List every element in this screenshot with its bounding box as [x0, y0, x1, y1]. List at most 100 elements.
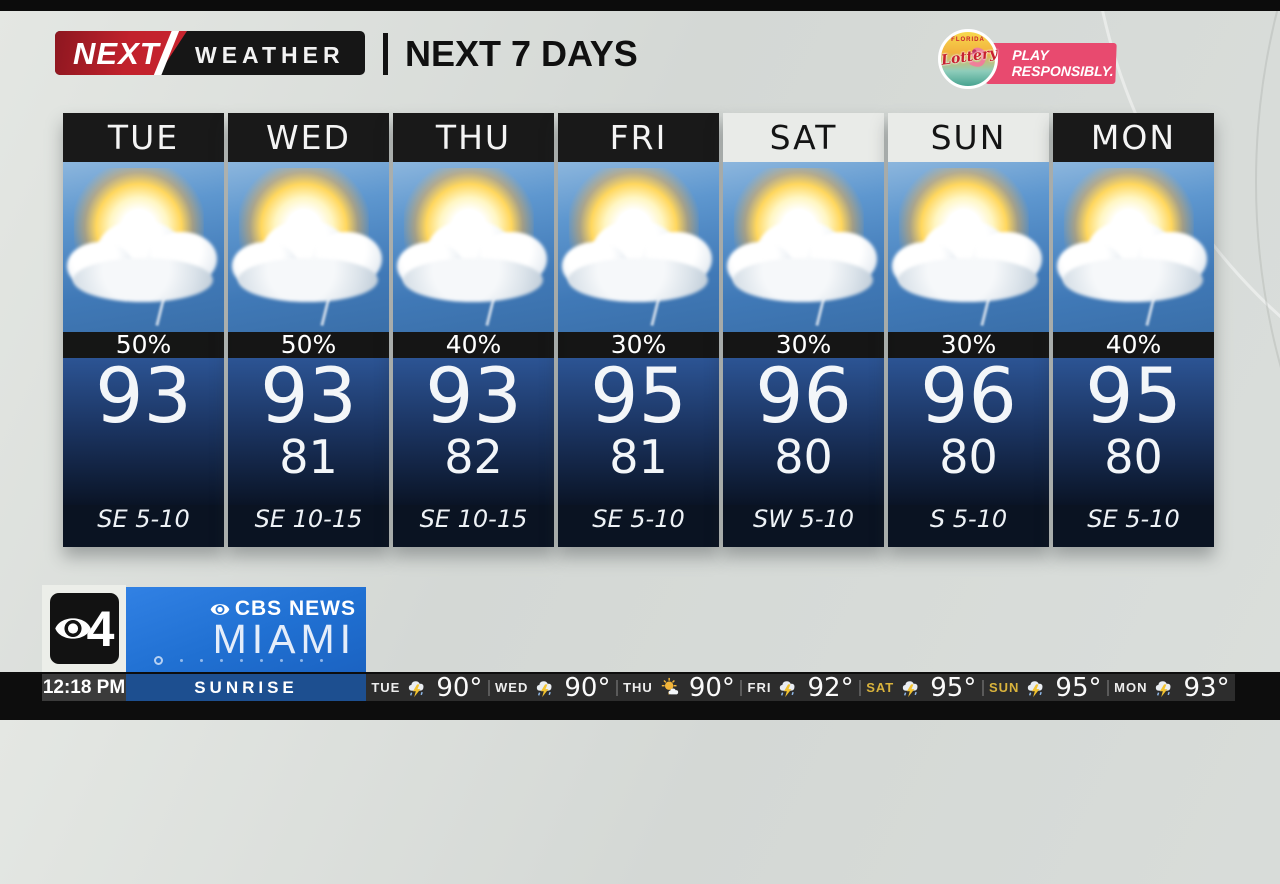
ticker-day-forecast: FRI 92°	[748, 675, 854, 701]
day-header: WED	[228, 113, 389, 163]
cbs-eye-icon	[54, 618, 91, 639]
forecast-column: TUE 50% 93 SE 5-10	[63, 113, 224, 547]
ticker-day-forecast: MON 93°	[1114, 675, 1229, 701]
dot-ring-icon	[154, 656, 163, 665]
ticker-day-forecast: SUN 95°	[989, 675, 1102, 701]
sun-behind-cloud-image	[393, 162, 554, 332]
ticker-separator	[858, 679, 861, 696]
precip-chance: 40%	[393, 330, 554, 359]
day-header: TUE	[63, 113, 224, 163]
forecast-column: SUN 30% 96 80 S 5-10	[888, 113, 1049, 547]
sun-behind-cloud-image	[558, 162, 719, 332]
sun-behind-cloud-image	[888, 162, 1049, 332]
cbs-eye-icon	[210, 603, 230, 615]
dots-decoration	[154, 656, 352, 665]
cloud-icon	[888, 162, 1049, 331]
segment-label: SUNRISE	[126, 674, 366, 701]
cloud-icon	[558, 162, 719, 331]
wind-forecast: SE 10-15	[228, 504, 389, 547]
storm-icon	[1153, 677, 1177, 699]
page-title: NEXT 7 DAYS	[405, 33, 638, 74]
high-temp: 93	[425, 350, 522, 440]
forecast-ticker: TUE 90° WED 90°	[366, 674, 1235, 701]
cloud-icon	[63, 162, 224, 331]
ticker-temp: 90°	[436, 672, 483, 703]
ticker-day-forecast: WED 90°	[495, 675, 610, 701]
ticker-temp: 90°	[688, 672, 735, 703]
ticker-day-label: SAT	[866, 680, 895, 695]
temperature-block: 93 81	[228, 350, 389, 505]
low-temp: 80	[1104, 429, 1163, 484]
wind-forecast: S 5-10	[888, 504, 1049, 547]
ticker-day-label: THU	[623, 680, 653, 695]
precip-chance: 40%	[1053, 330, 1214, 359]
sun-behind-cloud-image	[723, 162, 884, 332]
cbs4-logo: 4	[49, 593, 119, 664]
ticker-day-label: FRI	[747, 680, 772, 695]
forecast-column: FRI 30% 95 81 SE 5-10	[558, 113, 719, 547]
temperature-block: 95 80	[1053, 350, 1214, 505]
day-header: THU	[393, 113, 554, 163]
seven-day-forecast-panel: TUE 50% 93 SE 5-10 WED 50%	[63, 113, 1214, 547]
day-header: FRI	[558, 113, 719, 163]
ticker-separator	[487, 679, 490, 696]
cbs-news-row: CBS NEWS	[126, 597, 356, 621]
cloud-icon	[1053, 162, 1214, 331]
flamingo-icon	[969, 47, 987, 67]
day-header: SUN	[888, 113, 1049, 163]
temperature-block: 93 82	[393, 350, 554, 505]
florida-label: FLORIDA	[951, 37, 985, 43]
logo-next-text: NEXT	[73, 36, 160, 71]
cbs-news-miami-panel: CBS NEWS MIAMI	[126, 587, 366, 672]
cbs-news-label: CBS NEWS	[234, 597, 356, 620]
florida-lottery-logo: FLORIDA	[938, 29, 998, 89]
clock: 12:18 PM	[42, 674, 126, 701]
forecast-column: MON 40% 95 80 SE 5-10	[1053, 113, 1214, 547]
storm-icon	[534, 677, 558, 699]
cloud-icon	[393, 162, 554, 331]
high-temp: 93	[260, 350, 357, 440]
next-weather-logo: NEXT WEATHER	[55, 31, 365, 75]
precip-chance: 30%	[888, 330, 1049, 359]
play-label: PLAY	[1012, 47, 1049, 64]
ticker-temp: 90°	[564, 672, 611, 703]
ticker-temp: 93°	[1183, 672, 1230, 703]
ticker-day-label: MON	[1114, 680, 1148, 695]
precip-chance: 50%	[228, 330, 389, 359]
storm-icon	[777, 677, 801, 699]
storm-icon	[900, 677, 924, 699]
temperature-block: 95 81	[558, 350, 719, 505]
temperature-block: 96 80	[723, 350, 884, 505]
high-temp: 95	[1085, 350, 1182, 440]
wind-forecast: SW 5-10	[723, 504, 884, 547]
low-temp	[63, 433, 224, 481]
high-temp: 96	[755, 350, 852, 440]
ticker-day-forecast: SAT 95°	[866, 675, 976, 701]
precip-chance: 30%	[558, 330, 719, 359]
temperature-block: 96 80	[888, 357, 1049, 505]
city-label: MIAMI	[212, 616, 356, 662]
forecast-column: THU 40% 93 82 SE 10-15	[393, 113, 554, 547]
high-temp: 95	[590, 350, 687, 440]
sun-behind-cloud-image	[1053, 162, 1214, 332]
ticker-separator	[615, 679, 618, 696]
cloud-icon	[723, 162, 884, 331]
sun-behind-cloud-image	[228, 162, 389, 332]
ticker-separator	[981, 679, 984, 696]
lower-third-band: 12:18 PM SUNRISE TUE 90° WED	[0, 672, 1280, 720]
ticker-temp: 95°	[1055, 672, 1102, 703]
ticker-day-label: WED	[495, 680, 529, 695]
responsibly-label: RESPONSIBLY.	[1011, 62, 1114, 79]
ticker-temp: 95°	[930, 672, 977, 703]
header-divider	[383, 33, 388, 75]
low-temp: 80	[939, 429, 998, 484]
channel-number: 4	[86, 600, 115, 657]
logo-weather-text: WEATHER	[195, 42, 345, 68]
storm-icon	[406, 677, 430, 699]
ticker-temp: 92°	[807, 672, 854, 703]
precip-chance: 50%	[63, 330, 224, 359]
low-temp: 81	[609, 429, 668, 484]
low-temp: 81	[279, 429, 338, 484]
wind-forecast: SE 10-15	[393, 504, 554, 547]
